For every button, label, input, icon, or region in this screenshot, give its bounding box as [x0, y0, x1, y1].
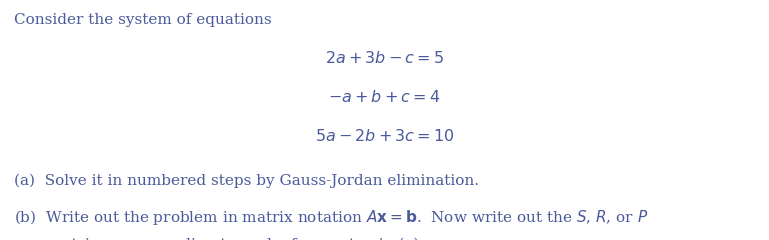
Text: $2a + 3b - c = 5$: $2a + 3b - c = 5$ — [325, 50, 444, 67]
Text: matrix corresponding to each of your step in (a).: matrix corresponding to each of your ste… — [14, 238, 424, 240]
Text: Consider the system of equations: Consider the system of equations — [14, 13, 271, 27]
Text: $-a + b + c = 4$: $-a + b + c = 4$ — [328, 89, 441, 106]
Text: (a)  Solve it in numbered steps by Gauss-Jordan elimination.: (a) Solve it in numbered steps by Gauss-… — [14, 173, 479, 188]
Text: $5a - 2b + 3c = 10$: $5a - 2b + 3c = 10$ — [315, 128, 454, 145]
Text: (b)  Write out the problem in matrix notation $A\mathbf{x} = \mathbf{b}$.  Now w: (b) Write out the problem in matrix nota… — [14, 208, 648, 227]
